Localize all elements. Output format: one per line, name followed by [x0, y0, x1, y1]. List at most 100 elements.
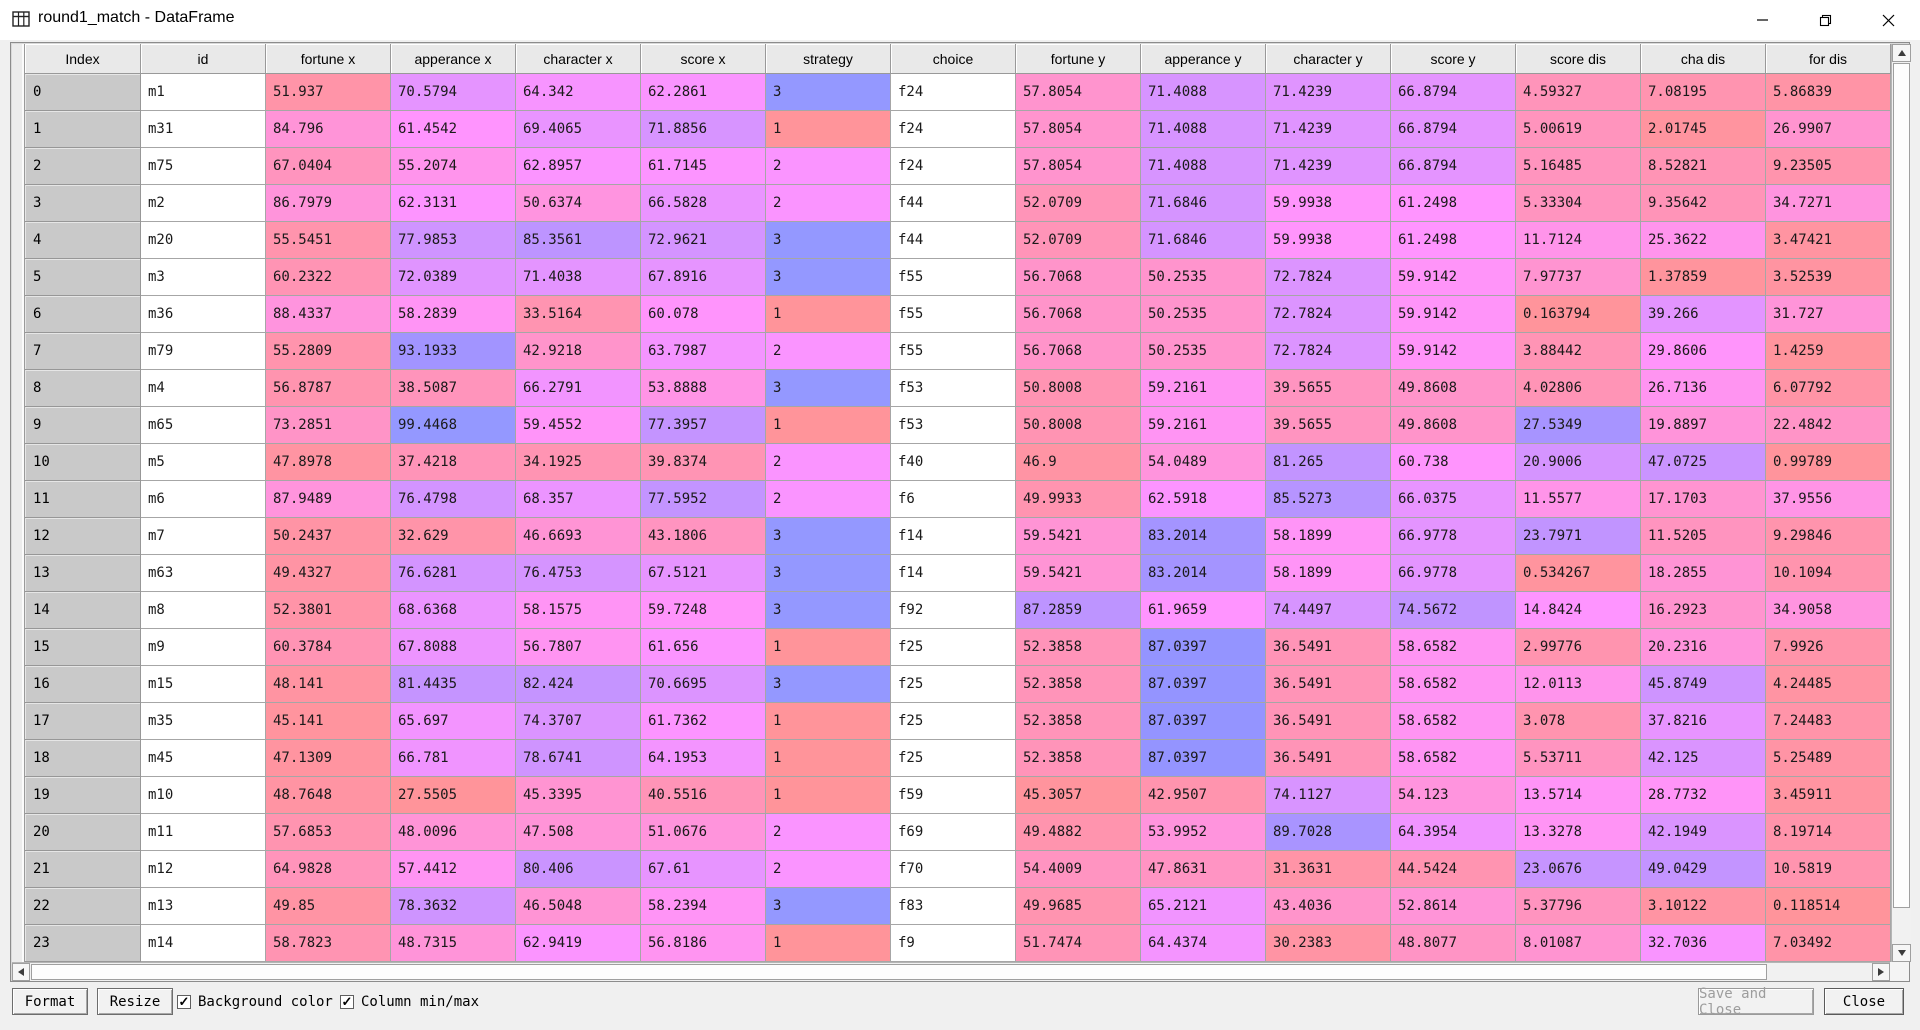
data-cell[interactable]: 43.4036	[1266, 888, 1391, 925]
data-cell[interactable]: 58.1899	[1266, 555, 1391, 592]
data-cell[interactable]: m8	[141, 592, 266, 629]
data-cell[interactable]: 50.2535	[1141, 296, 1266, 333]
data-cell[interactable]: 3	[766, 222, 891, 259]
background-color-checkbox[interactable]: ✓	[177, 994, 191, 1009]
data-cell[interactable]: 47.8978	[266, 444, 391, 481]
data-cell[interactable]: 36.5491	[1266, 740, 1391, 777]
data-cell[interactable]: m4	[141, 370, 266, 407]
column-header-apperance-y[interactable]: apperance y	[1141, 44, 1266, 74]
data-cell[interactable]: 60.2322	[266, 259, 391, 296]
data-cell[interactable]: 32.7036	[1641, 925, 1766, 962]
data-cell[interactable]: 62.2861	[641, 74, 766, 111]
row-index-cell[interactable]: 10	[25, 444, 141, 481]
data-cell[interactable]: 56.7068	[1016, 296, 1141, 333]
data-cell[interactable]: 50.6374	[516, 185, 641, 222]
vertical-scroll-thumb[interactable]	[1893, 63, 1910, 908]
data-cell[interactable]: 1	[766, 777, 891, 814]
data-cell[interactable]: 66.5828	[641, 185, 766, 222]
minimize-button[interactable]	[1731, 0, 1794, 40]
data-cell[interactable]: 81.265	[1266, 444, 1391, 481]
data-cell[interactable]: 55.2809	[266, 333, 391, 370]
data-cell[interactable]: 34.7271	[1766, 185, 1891, 222]
data-cell[interactable]: 5.53711	[1516, 740, 1641, 777]
row-index-cell[interactable]: 2	[25, 148, 141, 185]
data-cell[interactable]: 56.7068	[1016, 259, 1141, 296]
data-cell[interactable]: 2	[766, 185, 891, 222]
save-and-close-button[interactable]: Save and Close	[1698, 986, 1814, 1018]
data-cell[interactable]: 59.9142	[1391, 333, 1516, 370]
data-cell[interactable]: 50.2535	[1141, 259, 1266, 296]
data-cell[interactable]: f70	[891, 851, 1016, 888]
data-cell[interactable]: 49.9933	[1016, 481, 1141, 518]
data-cell[interactable]: 67.0404	[266, 148, 391, 185]
data-cell[interactable]: 1.37859	[1641, 259, 1766, 296]
data-cell[interactable]: 26.7136	[1641, 370, 1766, 407]
data-cell[interactable]: 0.534267	[1516, 555, 1641, 592]
data-cell[interactable]: 47.1309	[266, 740, 391, 777]
restore-button[interactable]	[1794, 0, 1857, 40]
data-cell[interactable]: 3	[766, 518, 891, 555]
data-cell[interactable]: f55	[891, 259, 1016, 296]
data-cell[interactable]: 50.8008	[1016, 407, 1141, 444]
data-cell[interactable]: 34.9058	[1766, 592, 1891, 629]
data-cell[interactable]: 4.24485	[1766, 666, 1891, 703]
data-cell[interactable]: 47.8631	[1141, 851, 1266, 888]
data-cell[interactable]: 60.3784	[266, 629, 391, 666]
data-cell[interactable]: 18.2855	[1641, 555, 1766, 592]
data-cell[interactable]: 76.6281	[391, 555, 516, 592]
data-cell[interactable]: 1	[766, 111, 891, 148]
data-cell[interactable]: 61.7145	[641, 148, 766, 185]
data-cell[interactable]: 27.5505	[391, 777, 516, 814]
data-cell[interactable]: 2	[766, 333, 891, 370]
data-cell[interactable]: 49.4327	[266, 555, 391, 592]
data-cell[interactable]: 56.8186	[641, 925, 766, 962]
data-cell[interactable]: 64.4374	[1141, 925, 1266, 962]
row-index-cell[interactable]: 15	[25, 629, 141, 666]
data-cell[interactable]: 16.2923	[1641, 592, 1766, 629]
data-cell[interactable]: 13.5714	[1516, 777, 1641, 814]
data-cell[interactable]: 53.8888	[641, 370, 766, 407]
data-cell[interactable]: 56.7068	[1016, 333, 1141, 370]
row-index-cell[interactable]: 11	[25, 481, 141, 518]
data-cell[interactable]: 32.629	[391, 518, 516, 555]
data-cell[interactable]: m3	[141, 259, 266, 296]
data-cell[interactable]: 69.4065	[516, 111, 641, 148]
data-cell[interactable]: f14	[891, 518, 1016, 555]
data-cell[interactable]: 22.4842	[1766, 407, 1891, 444]
data-cell[interactable]: 2	[766, 481, 891, 518]
data-cell[interactable]: 36.5491	[1266, 629, 1391, 666]
data-cell[interactable]: 45.141	[266, 703, 391, 740]
data-cell[interactable]: 45.8749	[1641, 666, 1766, 703]
data-cell[interactable]: 87.0397	[1141, 740, 1266, 777]
row-index-cell[interactable]: 3	[25, 185, 141, 222]
data-cell[interactable]: 25.3622	[1641, 222, 1766, 259]
data-cell[interactable]: 66.9778	[1391, 518, 1516, 555]
data-cell[interactable]: 3.078	[1516, 703, 1641, 740]
data-cell[interactable]: 3.45911	[1766, 777, 1891, 814]
data-cell[interactable]: 11.5205	[1641, 518, 1766, 555]
data-cell[interactable]: 89.7028	[1266, 814, 1391, 851]
data-cell[interactable]: 66.8794	[1391, 74, 1516, 111]
column-header-fortune-x[interactable]: fortune x	[266, 44, 391, 74]
data-cell[interactable]: 48.8077	[1391, 925, 1516, 962]
data-cell[interactable]: 57.6853	[266, 814, 391, 851]
data-cell[interactable]: m2	[141, 185, 266, 222]
data-cell[interactable]: m65	[141, 407, 266, 444]
data-cell[interactable]: 76.4753	[516, 555, 641, 592]
data-cell[interactable]: 44.5424	[1391, 851, 1516, 888]
column-header-character-y[interactable]: character y	[1266, 44, 1391, 74]
data-cell[interactable]: f59	[891, 777, 1016, 814]
data-cell[interactable]: 48.0096	[391, 814, 516, 851]
data-cell[interactable]: 66.781	[391, 740, 516, 777]
data-cell[interactable]: f24	[891, 111, 1016, 148]
data-cell[interactable]: 68.6368	[391, 592, 516, 629]
data-cell[interactable]: 59.9142	[1391, 296, 1516, 333]
column-header-id[interactable]: id	[141, 44, 266, 74]
data-cell[interactable]: 67.8088	[391, 629, 516, 666]
data-cell[interactable]: 53.9952	[1141, 814, 1266, 851]
data-cell[interactable]: 66.9778	[1391, 555, 1516, 592]
data-cell[interactable]: 81.4435	[391, 666, 516, 703]
data-cell[interactable]: 67.8916	[641, 259, 766, 296]
data-cell[interactable]: 14.8424	[1516, 592, 1641, 629]
data-cell[interactable]: 27.5349	[1516, 407, 1641, 444]
